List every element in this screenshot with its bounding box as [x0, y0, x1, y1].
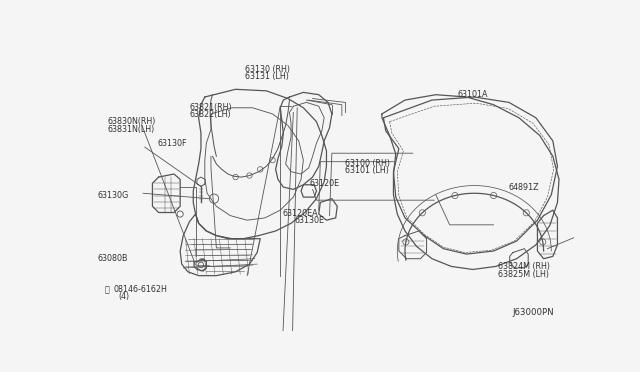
Text: 63120E: 63120E	[309, 179, 339, 188]
Text: 63101A: 63101A	[457, 90, 488, 99]
Text: 63830N(RH): 63830N(RH)	[108, 118, 156, 126]
Text: 63130E: 63130E	[294, 216, 324, 225]
Text: 08146-6162H: 08146-6162H	[114, 285, 168, 294]
Text: 63831N(LH): 63831N(LH)	[108, 125, 154, 134]
Text: 63825M (LH): 63825M (LH)	[498, 270, 549, 279]
Text: 63100 (RH): 63100 (RH)	[345, 159, 390, 168]
Text: 63130G: 63130G	[97, 190, 129, 199]
Text: 63120EA: 63120EA	[283, 209, 318, 218]
Text: 63822(LH): 63822(LH)	[189, 110, 230, 119]
Text: J63000PN: J63000PN	[513, 308, 554, 317]
Text: 63131 (LH): 63131 (LH)	[245, 72, 289, 81]
Text: 63821(RH): 63821(RH)	[189, 103, 232, 112]
Text: 63080B: 63080B	[97, 254, 128, 263]
Text: 63130 (RH): 63130 (RH)	[245, 65, 290, 74]
Text: 64891Z: 64891Z	[508, 183, 539, 192]
Text: (4): (4)	[118, 292, 130, 301]
Text: 63824M (RH): 63824M (RH)	[498, 262, 550, 271]
Text: 63101 (LH): 63101 (LH)	[345, 166, 389, 175]
Text: 63130F: 63130F	[158, 139, 188, 148]
Text: Ⓑ: Ⓑ	[104, 285, 109, 294]
